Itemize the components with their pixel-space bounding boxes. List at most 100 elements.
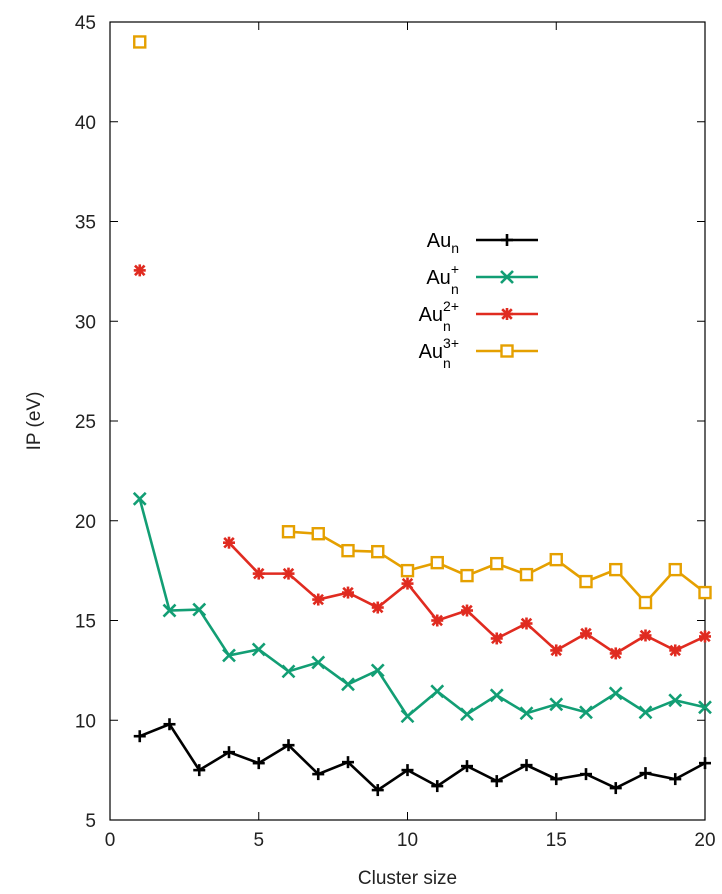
data-point-plus <box>312 768 325 781</box>
data-point-square <box>500 344 514 358</box>
data-point-plus <box>133 730 146 743</box>
data-point-star <box>669 644 682 657</box>
data-point-x <box>192 602 207 617</box>
y-tick-label: 45 <box>75 13 96 34</box>
series-3 <box>133 35 712 610</box>
data-point-x <box>638 705 653 720</box>
y-axis-title: IP (eV) <box>24 392 45 451</box>
data-point-plus <box>223 746 235 759</box>
data-point-square <box>549 552 563 567</box>
y-tick-label: 10 <box>75 711 96 732</box>
x-tick-label: 15 <box>546 830 567 851</box>
series-line <box>139 722 706 792</box>
data-point-square <box>430 555 444 570</box>
data-point-star <box>609 647 622 660</box>
data-point-plus <box>282 739 295 752</box>
data-point-plus <box>342 756 354 769</box>
series-0 <box>133 718 711 797</box>
y-tick-label: 25 <box>75 412 96 433</box>
data-point-x <box>132 491 147 506</box>
series-2 <box>133 264 711 660</box>
data-point-star <box>252 567 265 580</box>
data-point-x <box>430 684 445 699</box>
data-point-star <box>223 536 235 549</box>
data-point-plus <box>550 773 563 786</box>
data-point-star <box>401 577 414 590</box>
data-point-x <box>281 664 296 679</box>
data-point-plus <box>609 782 622 795</box>
data-point-plus <box>163 718 176 731</box>
data-point-star <box>371 601 384 614</box>
series-line <box>228 541 706 655</box>
legend-label: Au+ n <box>426 261 459 297</box>
data-point-plus <box>371 784 384 797</box>
data-point-x <box>489 688 504 703</box>
y-tick-label: 35 <box>75 213 96 234</box>
legend-label: Aun <box>427 230 459 256</box>
data-point-star <box>312 593 325 606</box>
y-tick-label: 20 <box>75 512 96 533</box>
data-point-plus <box>669 773 682 786</box>
data-point-x <box>579 705 593 720</box>
data-point-star <box>639 629 652 642</box>
legend-label: Au3+ n <box>419 335 459 371</box>
data-point-x <box>608 686 623 701</box>
data-point-plus <box>580 768 592 781</box>
x-tick-label: 10 <box>397 830 418 851</box>
data-point-x <box>519 706 534 721</box>
series-line <box>138 498 706 719</box>
y-tick-label: 15 <box>75 612 96 633</box>
data-point-square <box>668 562 682 577</box>
data-point-x <box>162 603 177 618</box>
data-point-star <box>520 617 533 630</box>
data-point-square <box>371 544 385 559</box>
data-point-x <box>460 707 474 722</box>
plot-frame <box>109 21 706 821</box>
legend-entry: Au+ n <box>426 261 538 297</box>
data-point-x <box>400 709 415 724</box>
data-point-star <box>550 644 563 657</box>
data-point-plus <box>501 234 513 246</box>
x-axis-title: Cluster size <box>358 868 457 889</box>
data-point-x <box>222 648 236 663</box>
data-point-star <box>133 264 146 277</box>
data-point-square <box>609 562 623 577</box>
data-point-square <box>400 563 415 578</box>
data-point-square <box>519 567 534 582</box>
y-tick-label: 30 <box>75 312 96 333</box>
axis-ticks <box>109 21 706 821</box>
data-point-star <box>282 567 295 580</box>
data-point-x <box>341 677 355 692</box>
legend-label: Au2+ n <box>419 298 459 334</box>
data-point-square <box>341 543 355 558</box>
data-point-square <box>490 556 504 571</box>
data-point-x <box>549 697 564 712</box>
data-point-star <box>490 632 503 645</box>
data-point-plus <box>699 757 711 770</box>
data-series-layer <box>132 35 712 797</box>
series-1 <box>132 491 712 724</box>
x-tick-label: 0 <box>105 830 116 851</box>
data-point-plus <box>520 759 533 772</box>
y-tick-label: 40 <box>75 113 96 134</box>
x-tick-label: 20 <box>694 830 715 851</box>
data-point-star <box>501 308 513 320</box>
data-point-star <box>431 614 444 627</box>
legend-entry: Au3+ n <box>419 335 538 371</box>
data-point-x <box>251 642 266 657</box>
data-point-plus <box>490 775 503 788</box>
data-point-plus <box>252 757 265 770</box>
data-point-plus <box>431 780 444 793</box>
data-point-x <box>370 663 385 678</box>
data-point-x <box>311 655 326 670</box>
data-point-x <box>698 700 712 715</box>
data-point-square <box>698 585 712 600</box>
data-point-plus <box>193 764 206 777</box>
data-point-plus <box>401 764 414 777</box>
data-point-square <box>133 35 147 49</box>
data-point-star <box>461 604 473 617</box>
legend-entry: Aun <box>427 230 538 256</box>
data-point-square <box>460 568 474 583</box>
